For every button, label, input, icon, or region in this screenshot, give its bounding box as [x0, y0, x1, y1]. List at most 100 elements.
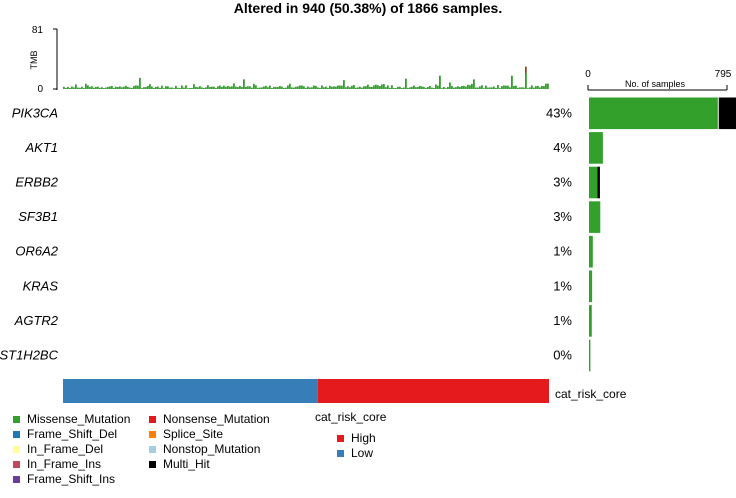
tmb-bar	[313, 85, 315, 89]
tmb-bar	[371, 86, 373, 89]
tmb-bar	[485, 85, 487, 89]
legend-swatch	[149, 431, 156, 438]
tmb-bar	[147, 86, 149, 89]
tmb-bar	[459, 87, 461, 89]
annotation-strip	[63, 379, 549, 403]
tmb-max-tick: 81	[32, 25, 44, 36]
legend-item: In_Frame_Ins	[13, 457, 149, 472]
tmb-bar	[229, 86, 231, 89]
tmb-bar	[135, 85, 137, 89]
tmb-bar	[287, 85, 289, 89]
tmb-bar	[129, 87, 131, 89]
tmb-bar	[433, 87, 435, 89]
tmb-bar	[445, 88, 447, 89]
gene-pct-st1h2bc: 0%	[553, 348, 572, 363]
tmb-bar	[225, 86, 227, 89]
tmb-bar	[115, 86, 117, 89]
annotation-low-segment	[63, 379, 318, 403]
tmb-bar	[281, 86, 283, 89]
tmb-bar	[263, 86, 265, 89]
gene-bar-erbb2-missense	[589, 166, 598, 199]
tmb-bar	[71, 86, 73, 89]
tmb-bar	[527, 88, 529, 89]
tmb-bar	[415, 87, 417, 89]
tmb-bar	[63, 86, 65, 89]
tmb-bar	[131, 87, 133, 89]
gene-bar-erbb2-multi	[597, 166, 600, 199]
legend-swatch	[149, 446, 156, 453]
legend-swatch	[13, 461, 20, 468]
tmb-bar	[509, 87, 511, 89]
tmb-axis-label: TMB	[29, 51, 39, 70]
tmb-bar	[269, 85, 271, 89]
tmb-bar-accent	[525, 66, 527, 73]
tmb-bar	[385, 87, 387, 89]
gene-pct-akt1: 4%	[553, 140, 572, 155]
tmb-bar	[327, 87, 329, 89]
tmb-bar	[525, 66, 527, 89]
tmb-bar	[421, 86, 423, 89]
gene-bar-pik3ca-splice	[717, 97, 719, 130]
gene-bar-pik3ca-missense	[589, 97, 718, 130]
legend-swatch	[337, 450, 344, 457]
tmb-bar	[125, 85, 127, 89]
gene-bars	[589, 97, 736, 372]
tmb-bar	[79, 87, 81, 89]
tmb-bar	[463, 85, 465, 89]
tmb-bar	[449, 82, 451, 89]
tmb-bar	[233, 83, 235, 89]
legend-swatch	[13, 476, 20, 483]
gene-bar-kras-missense	[589, 270, 593, 303]
tmb-bar	[435, 84, 437, 89]
tmb-bar	[137, 85, 139, 89]
tmb-bar	[91, 86, 93, 89]
tmb-bar	[207, 85, 209, 89]
tmb-bar	[279, 86, 281, 89]
tmb-bar	[181, 85, 183, 89]
tmb-bar	[87, 85, 89, 89]
tmb-bar	[491, 87, 493, 89]
tmb-bar	[331, 86, 333, 89]
tmb-bar	[295, 86, 297, 89]
gene-label-pik3ca: PIK3CA	[12, 105, 58, 120]
tmb-bar	[121, 87, 123, 89]
tmb-bar	[337, 85, 339, 89]
tmb-bar	[325, 86, 327, 89]
tmb-bar	[109, 86, 111, 89]
tmb-bar	[467, 84, 469, 89]
tmb-bar	[461, 85, 463, 89]
tmb-min-tick: 0	[37, 84, 43, 95]
tmb-bar	[469, 85, 471, 89]
legend-label: Frame_Shift_Ins	[27, 472, 116, 486]
tmb-axis: 81 0 TMB	[29, 25, 58, 95]
tmb-bar	[487, 87, 489, 89]
tmb-bar	[477, 87, 479, 89]
legend-label: In_Frame_Del	[27, 442, 104, 456]
tmb-bar	[73, 87, 75, 89]
gene-bar-agtr2-missense	[589, 305, 592, 337]
legend-label: Frame_Shift_Del	[27, 427, 118, 441]
legend-item: Frame_Shift_Ins	[13, 472, 149, 487]
tmb-bar	[495, 87, 497, 89]
tmb-bar	[171, 87, 173, 89]
legend-item: Missense_Mutation	[13, 412, 149, 427]
tmb-bar	[333, 86, 335, 89]
tmb-bar	[543, 86, 545, 89]
tmb-bar	[83, 88, 85, 89]
tmb-bar	[155, 86, 157, 89]
tmb-bar	[533, 87, 535, 89]
gene-bar-akt1-missense	[589, 132, 603, 164]
tmb-bar	[111, 86, 113, 89]
tmb-bar	[253, 83, 255, 89]
tmb-bar	[547, 83, 549, 89]
tmb-bar	[217, 86, 219, 89]
bar-axis: 0 795 No. of samples	[585, 69, 732, 91]
tmb-bar	[239, 85, 241, 89]
tmb-bar	[139, 77, 141, 89]
tmb-bar	[507, 85, 509, 89]
tmb-bar	[149, 84, 151, 89]
legend-item: In_Frame_Del	[13, 442, 149, 457]
tmb-bar	[285, 87, 287, 89]
gene-label-st1h2bc: ST1H2BC	[0, 348, 59, 363]
tmb-bar	[475, 87, 477, 89]
